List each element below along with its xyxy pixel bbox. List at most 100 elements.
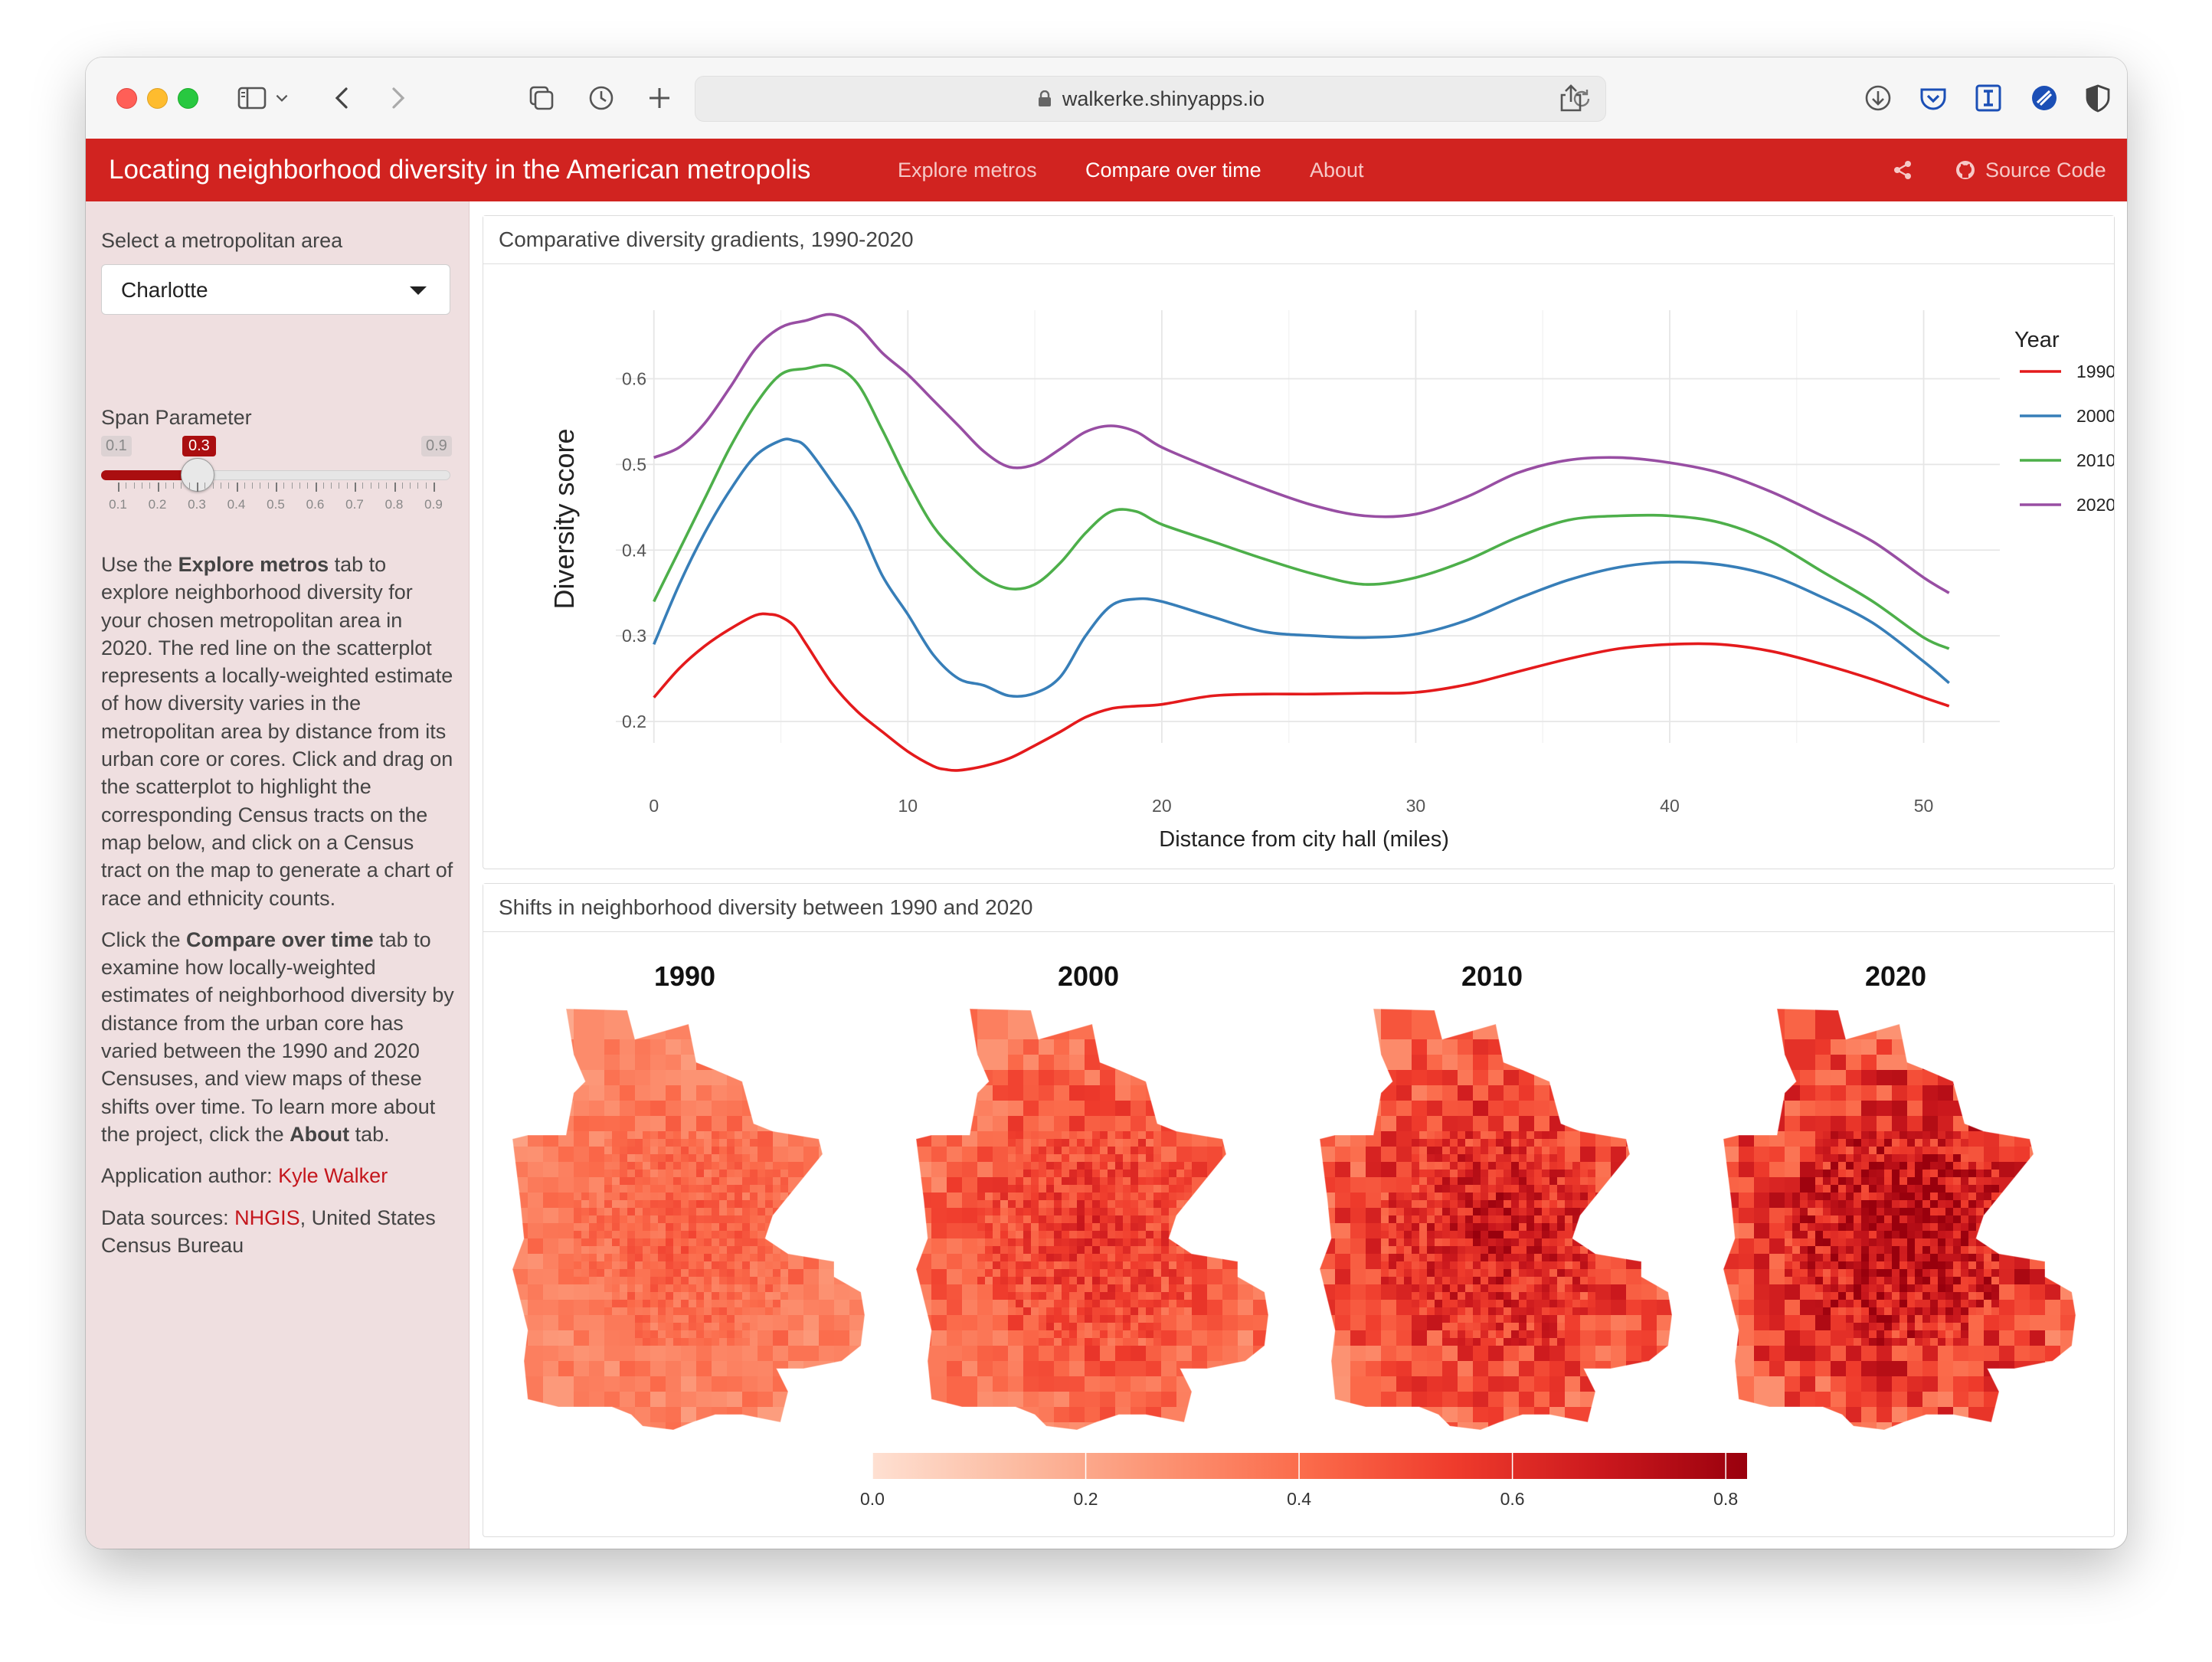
minimize-window-button[interactable] (147, 88, 168, 109)
census-tract (931, 1330, 947, 1346)
census-tract (543, 1085, 559, 1101)
series-line-2000[interactable] (653, 437, 1950, 698)
tract-map-1990[interactable] (512, 1008, 881, 1438)
census-tract (849, 1101, 865, 1132)
series-line-1990[interactable] (653, 612, 1950, 772)
tabs-icon[interactable] (521, 77, 562, 119)
share-icon[interactable] (1550, 77, 1592, 119)
census-tract (1861, 1238, 1870, 1247)
nhgis-link[interactable]: NHGIS (234, 1206, 300, 1229)
census-tract (1131, 1361, 1147, 1377)
census-tract (1404, 1208, 1412, 1216)
census-tract (1184, 1177, 1193, 1186)
shield-icon[interactable] (2077, 77, 2119, 119)
download-icon[interactable] (1857, 77, 1899, 119)
census-tract (1023, 1177, 1032, 1186)
census-tract (1869, 1154, 1877, 1163)
app-title[interactable]: Locating neighborhood diversity in the A… (109, 155, 811, 185)
census-tract (712, 1422, 728, 1430)
census-tract (712, 1185, 720, 1193)
census-tract (1023, 1254, 1032, 1262)
series-line-2020[interactable] (653, 312, 1950, 594)
instapaper-icon[interactable] (1968, 77, 2009, 119)
close-window-button[interactable] (116, 88, 137, 109)
census-tract (803, 1246, 812, 1255)
census-tract (1131, 1323, 1139, 1331)
census-tract (1123, 1193, 1131, 1201)
history-icon[interactable] (581, 77, 622, 119)
pocket-icon[interactable] (1913, 77, 1954, 119)
slider-minor-tick (410, 483, 411, 489)
census-tract (1115, 1269, 1124, 1278)
census-tract (1657, 1315, 1672, 1331)
sidebar-icon[interactable] (231, 77, 273, 119)
census-tract (1723, 1376, 1755, 1408)
census-tract (773, 1147, 789, 1163)
tab-about[interactable]: About (1310, 159, 1364, 182)
address-bar[interactable]: walkerke.shinyapps.io (695, 76, 1606, 122)
census-tract (558, 1193, 574, 1209)
zoom-window-button[interactable] (178, 88, 198, 109)
metro-select[interactable]: Charlotte (101, 264, 450, 315)
census-tract (1938, 1147, 1946, 1155)
census-tract (1861, 1277, 1870, 1285)
author-link[interactable]: Kyle Walker (278, 1164, 388, 1188)
census-tract (1999, 1162, 2015, 1178)
census-tract (765, 1215, 774, 1224)
forward-icon[interactable] (377, 77, 418, 119)
census-tract (581, 1193, 590, 1201)
census-tract (1153, 1330, 1162, 1339)
census-tract (574, 1039, 605, 1071)
series-line-2010[interactable] (653, 363, 1950, 650)
census-tract (735, 1208, 743, 1216)
chevron-down-icon[interactable] (268, 77, 296, 119)
census-tract (1146, 1315, 1154, 1323)
census-tract (1473, 1185, 1481, 1193)
back-icon[interactable] (322, 77, 363, 119)
census-tract (1222, 1300, 1239, 1316)
census-tract (2014, 1208, 2023, 1216)
tab-compare-over-time[interactable]: Compare over time (1085, 159, 1261, 182)
census-tract (1488, 1193, 1497, 1201)
tract-map-2020[interactable] (1723, 1008, 2092, 1438)
census-tract (1854, 1300, 1862, 1308)
census-tract (1435, 1185, 1443, 1193)
source-code-link[interactable]: Source Code (1955, 139, 2106, 201)
census-tract (1565, 1315, 1581, 1331)
census-tract (658, 1246, 666, 1255)
census-tract (780, 1284, 789, 1293)
census-tract (773, 1292, 781, 1300)
census-tract (704, 1139, 712, 1147)
census-tract (1565, 1131, 1581, 1147)
census-tract (1465, 1300, 1474, 1308)
census-tract (780, 1238, 789, 1247)
census-tract (1580, 1147, 1596, 1163)
census-tract (704, 1162, 712, 1170)
census-tract (581, 1277, 590, 1285)
tab-explore-metros[interactable]: Explore metros (898, 159, 1037, 182)
census-tract (1580, 1307, 1589, 1316)
census-tract (528, 1177, 544, 1193)
share-link[interactable] (1892, 139, 1913, 201)
reload-icon[interactable] (1569, 86, 1595, 112)
census-tract (758, 1261, 766, 1270)
census-tract (1657, 1193, 1672, 1209)
census-tract (1442, 1223, 1451, 1232)
new-tab-icon[interactable] (639, 77, 680, 119)
census-tract (1153, 1246, 1162, 1255)
tract-map-2010[interactable] (1319, 1008, 1688, 1438)
census-tract (1473, 1254, 1481, 1262)
census-tract (1557, 1231, 1566, 1239)
census-tract (1823, 1177, 1831, 1186)
census-tract (512, 1376, 544, 1408)
census-tract (1146, 1116, 1162, 1132)
census-tract (1023, 1200, 1032, 1209)
census-tract (1108, 1315, 1116, 1323)
census-tract (627, 1185, 636, 1193)
safari-extension-icon[interactable] (2024, 77, 2065, 119)
census-tract (1016, 1223, 1024, 1232)
census-tract (1115, 1147, 1124, 1155)
tract-map-2000[interactable] (915, 1008, 1284, 1438)
census-tract (1504, 1284, 1512, 1293)
